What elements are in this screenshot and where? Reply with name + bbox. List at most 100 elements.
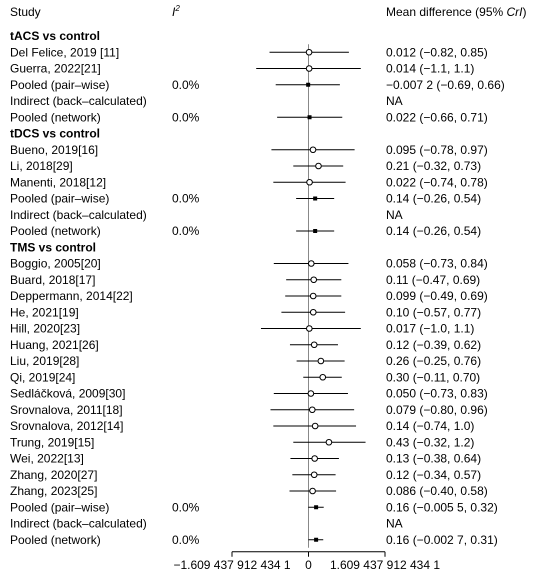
row-estimate-ci: 0.095 (−0.78, 0.97)	[386, 143, 488, 157]
study-estimate-marker	[310, 276, 318, 284]
row-estimate-ci: −0.007 2 (−0.69, 0.66)	[386, 78, 505, 92]
row-label: Li, 2018[29]	[10, 159, 73, 173]
row-i2: 0.0%	[172, 78, 200, 92]
row-i2: 0.0%	[172, 224, 200, 238]
row-estimate-ci: 0.21 (−0.32, 0.73)	[386, 159, 481, 173]
study-estimate-marker	[305, 65, 313, 72]
row-label: Pooled (pair–wise)	[10, 78, 109, 92]
row-estimate-ci: 0.050 (−0.73, 0.83)	[386, 387, 488, 401]
row-i2: 0.0%	[172, 192, 200, 206]
pooled-estimate-marker	[307, 115, 312, 120]
row-label: Wei, 2022[13]	[10, 452, 84, 466]
row-label: Sedláčková, 2009[30]	[10, 387, 125, 401]
group-heading: tDCS vs control	[10, 127, 100, 141]
row-estimate-ci: 0.26 (−0.25, 0.76)	[386, 354, 481, 368]
row-estimate-ci: 0.014 (−1.1, 1.1)	[386, 62, 474, 76]
row-estimate-ci: 0.12 (−0.39, 0.62)	[386, 338, 481, 352]
header-md-italic: CrI	[507, 5, 524, 19]
study-estimate-marker	[325, 438, 333, 446]
pooled-estimate-marker	[314, 537, 319, 542]
row-estimate-ci: 0.14 (−0.26, 0.54)	[386, 224, 481, 238]
header-i2-symbol: I	[172, 5, 176, 19]
header-study: Study	[10, 5, 41, 19]
study-estimate-marker	[310, 471, 318, 479]
pooled-estimate-marker	[314, 505, 319, 510]
row-label: Guerra, 2022[21]	[10, 62, 101, 76]
row-estimate-ci: 0.16 (−0.002 7, 0.31)	[386, 533, 498, 547]
row-i2: 0.0%	[172, 500, 200, 514]
study-estimate-marker	[309, 487, 316, 495]
row-estimate-ci: 0.11 (−0.47, 0.69)	[386, 273, 480, 287]
row-label: Zhang, 2020[27]	[10, 468, 97, 482]
row-label: Pooled (network)	[10, 224, 101, 238]
row-estimate-ci: 0.099 (−0.49, 0.69)	[386, 289, 488, 303]
row-label: Srovnalova, 2011[18]	[10, 403, 123, 417]
row-estimate-ci: 0.13 (−0.38, 0.64)	[386, 452, 481, 466]
study-estimate-marker	[306, 178, 313, 186]
row-estimate-ci: 0.10 (−0.57, 0.77)	[386, 305, 481, 319]
study-estimate-marker	[319, 373, 327, 381]
x-axis: −1.609 437 912 434 1 0 1.609 437 912 434 1	[173, 551, 440, 572]
rows-layer: tACS vs control Del Felice, 2019 [11] 0.01…	[10, 29, 505, 548]
row-estimate-ci: 0.012 (−0.82, 0.85)	[386, 45, 488, 59]
row-label: Buard, 2018[17]	[10, 273, 95, 287]
row-label: Pooled (pair–wise)	[10, 500, 109, 514]
study-estimate-marker	[307, 260, 315, 267]
row-estimate-ci: 0.017 (−1.0, 1.1)	[386, 322, 474, 336]
row-estimate-ci: 0.086 (−0.40, 0.58)	[386, 484, 488, 498]
pooled-estimate-marker	[306, 82, 311, 87]
header-md-suffix: )	[523, 5, 527, 19]
study-estimate-marker	[309, 292, 317, 300]
row-label: Liu, 2019[28]	[10, 354, 79, 368]
study-estimate-marker	[309, 308, 317, 316]
row-label: Indirect (back–calculated)	[10, 517, 147, 531]
row-estimate-ci: 0.14 (−0.26, 0.54)	[386, 192, 481, 206]
row-estimate-ci: NA	[386, 208, 403, 222]
row-label: Zhang, 2023[25]	[10, 484, 97, 498]
study-estimate-marker	[305, 48, 313, 56]
study-estimate-marker	[309, 146, 317, 154]
pooled-estimate-marker	[313, 229, 318, 233]
row-label: Boggio, 2005[20]	[10, 257, 101, 271]
row-label: He, 2021[19]	[10, 305, 79, 319]
row-label: Huang, 2021[26]	[10, 338, 99, 352]
header-i2: I2	[172, 4, 180, 19]
row-estimate-ci: 0.12 (−0.34, 0.57)	[386, 468, 481, 482]
row-label: Qi, 2019[24]	[10, 370, 75, 384]
row-estimate-ci: 0.43 (−0.32, 1.2)	[386, 435, 474, 449]
row-label: Bueno, 2019[16]	[10, 143, 98, 157]
row-estimate-ci: 0.058 (−0.73, 0.84)	[386, 257, 488, 271]
row-estimate-ci: NA	[386, 517, 403, 531]
study-estimate-marker	[311, 455, 318, 462]
x-tick-label: 1.609 437 912 434 1	[330, 558, 440, 572]
row-estimate-ci: 0.079 (−0.80, 0.96)	[386, 403, 488, 417]
header-i2-superscript: 2	[174, 4, 180, 13]
row-estimate-ci: 0.16 (−0.005 5, 0.32)	[386, 500, 498, 514]
row-estimate-ci: 0.022 (−0.74, 0.78)	[386, 175, 488, 189]
group-heading: TMS vs control	[10, 240, 96, 254]
row-label: Pooled (network)	[10, 533, 101, 547]
row-estimate-ci: 0.14 (−0.74, 1.0)	[386, 419, 474, 433]
study-estimate-marker	[317, 357, 325, 365]
group-heading: tACS vs control	[10, 29, 100, 43]
study-estimate-marker	[315, 162, 322, 170]
study-estimate-marker	[306, 325, 313, 332]
row-label: Trung, 2019[15]	[10, 435, 94, 449]
study-estimate-marker	[308, 406, 316, 414]
row-i2: 0.0%	[172, 533, 200, 547]
header-mean-difference: Mean difference (95% CrI)	[386, 5, 527, 19]
row-estimate-ci: 0.30 (−0.11, 0.70)	[386, 370, 480, 384]
row-label: Pooled (pair–wise)	[10, 192, 109, 206]
row-label: Del Felice, 2019 [11]	[10, 45, 119, 59]
row-label: Indirect (back–calculated)	[10, 94, 147, 108]
pooled-estimate-marker	[313, 196, 318, 201]
row-i2: 0.0%	[172, 110, 200, 124]
study-estimate-marker	[311, 422, 319, 430]
row-estimate-ci: 0.022 (−0.66, 0.71)	[386, 110, 488, 124]
header-md-prefix: Mean difference (95%	[386, 5, 507, 19]
study-estimate-marker	[307, 390, 315, 397]
row-estimate-ci: NA	[386, 94, 403, 108]
row-label: Manenti, 2018[12]	[10, 175, 106, 189]
row-label: Indirect (back–calculated)	[10, 208, 147, 222]
